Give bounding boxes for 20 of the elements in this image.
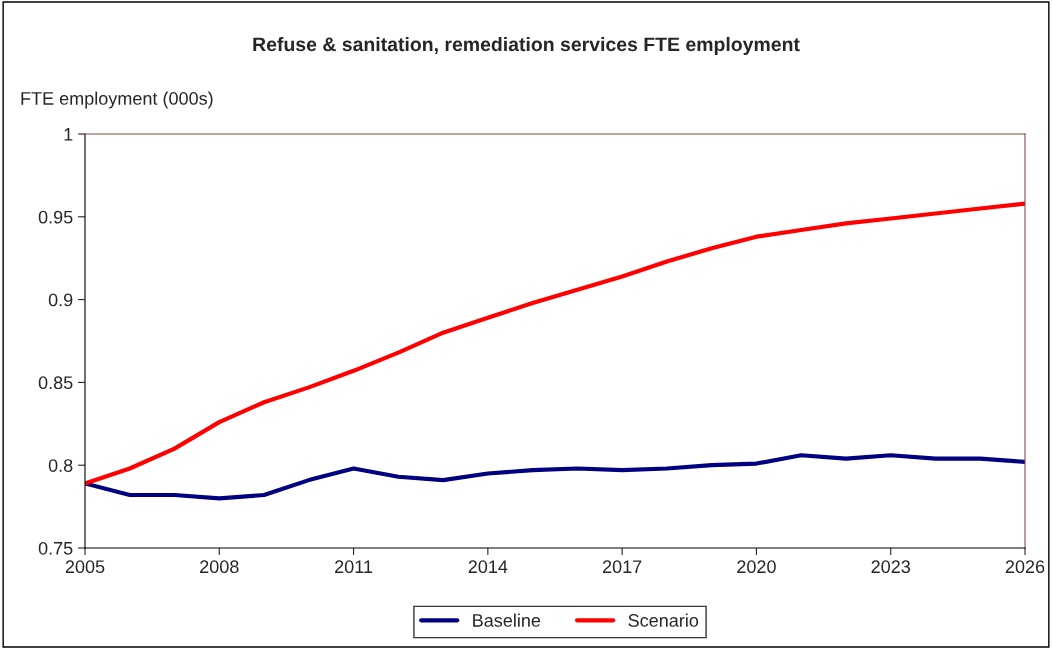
x-tick-label: 2023 — [871, 560, 911, 574]
y-tick-label: 1 — [64, 128, 73, 141]
legend-label: Baseline — [473, 613, 541, 627]
x-tick-label: 2020 — [737, 560, 776, 574]
y-axis-title: FTE employment (000s) — [21, 91, 213, 109]
y-tick-label: 0.85 — [38, 376, 73, 390]
x-tick-label: 2017 — [602, 560, 642, 574]
x-tick-label: 2011 — [335, 560, 373, 574]
legend-label: Scenario — [628, 613, 699, 627]
y-tick-label: 0.9 — [48, 293, 73, 307]
y-tick-label: 0.8 — [48, 459, 73, 472]
line-series — [85, 453, 1025, 501]
line-series — [85, 201, 1025, 486]
y-tick-label: 0.95 — [38, 210, 73, 224]
x-tick-label: 2026 — [1005, 560, 1045, 574]
x-tick-label: 2014 — [468, 560, 508, 574]
x-tick-label: 2008 — [200, 560, 239, 574]
chart-title: Refuse & sanitation, remediation services FTE employment — [253, 36, 800, 56]
x-tick-label: 2005 — [65, 560, 105, 574]
y-tick-label: 0.75 — [38, 541, 73, 555]
